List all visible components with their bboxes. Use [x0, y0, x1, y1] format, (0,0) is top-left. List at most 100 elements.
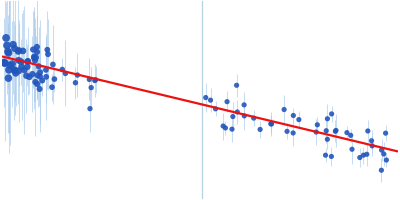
Point [37, 75, 43, 78]
Point [21, 68, 28, 72]
Point [10, 43, 16, 46]
Point [378, 148, 385, 152]
Point [348, 134, 354, 137]
Point [296, 118, 302, 121]
Point [34, 74, 41, 77]
Point [16, 69, 22, 73]
Point [7, 64, 13, 67]
Point [39, 79, 46, 82]
Point [357, 156, 363, 159]
Point [268, 122, 274, 125]
Point [365, 129, 371, 133]
Point [369, 144, 375, 147]
Point [11, 69, 18, 72]
Point [220, 124, 226, 128]
Point [24, 60, 31, 63]
Point [9, 62, 16, 65]
Point [5, 50, 11, 53]
Point [368, 139, 375, 142]
Point [241, 103, 247, 106]
Point [233, 84, 240, 87]
Point [323, 129, 330, 132]
Point [281, 108, 287, 111]
Point [322, 154, 329, 157]
Point [88, 86, 94, 89]
Point [3, 36, 9, 40]
Point [333, 129, 339, 132]
Point [1, 61, 7, 64]
Point [86, 78, 92, 81]
Point [360, 154, 367, 157]
Point [36, 87, 43, 91]
Point [202, 96, 209, 99]
Point [6, 68, 12, 72]
Point [20, 49, 26, 53]
Point [314, 123, 320, 126]
Point [31, 56, 37, 59]
Point [313, 130, 319, 134]
Point [50, 63, 56, 66]
Point [328, 112, 335, 116]
Point [382, 132, 389, 135]
Point [257, 128, 263, 131]
Point [324, 117, 331, 120]
Point [31, 55, 37, 58]
Point [241, 114, 248, 117]
Point [34, 82, 40, 86]
Point [23, 74, 30, 77]
Point [44, 48, 50, 51]
Point [51, 77, 58, 81]
Point [59, 68, 66, 71]
Point [284, 130, 290, 133]
Point [212, 107, 219, 110]
Point [234, 110, 240, 114]
Point [12, 68, 18, 72]
Point [250, 117, 257, 120]
Point [5, 51, 12, 55]
Point [229, 128, 235, 131]
Point [29, 72, 36, 76]
Point [30, 48, 36, 51]
Point [62, 72, 69, 75]
Point [364, 153, 370, 156]
Point [332, 130, 338, 133]
Point [222, 126, 229, 130]
Point [43, 75, 49, 78]
Point [344, 131, 350, 134]
Point [37, 71, 43, 74]
Point [378, 169, 384, 172]
Point [15, 50, 22, 53]
Point [32, 59, 38, 62]
Point [380, 152, 387, 156]
Point [87, 107, 93, 110]
Point [34, 45, 40, 48]
Point [224, 100, 230, 103]
Point [49, 86, 55, 89]
Point [349, 148, 355, 151]
Point [18, 65, 25, 68]
Point [32, 80, 38, 84]
Point [33, 56, 39, 59]
Point [268, 122, 275, 126]
Point [4, 44, 10, 47]
Point [26, 75, 33, 79]
Point [45, 53, 51, 56]
Point [230, 115, 236, 118]
Point [92, 79, 98, 82]
Point [36, 65, 42, 68]
Point [34, 50, 40, 53]
Point [2, 61, 8, 65]
Point [207, 99, 214, 102]
Point [43, 68, 49, 71]
Point [5, 77, 12, 80]
Point [328, 155, 334, 158]
Point [290, 114, 296, 117]
Point [12, 47, 18, 50]
Point [16, 49, 22, 52]
Point [18, 60, 24, 63]
Point [12, 72, 19, 75]
Point [15, 59, 22, 62]
Point [74, 73, 81, 77]
Point [92, 78, 99, 81]
Point [324, 138, 330, 141]
